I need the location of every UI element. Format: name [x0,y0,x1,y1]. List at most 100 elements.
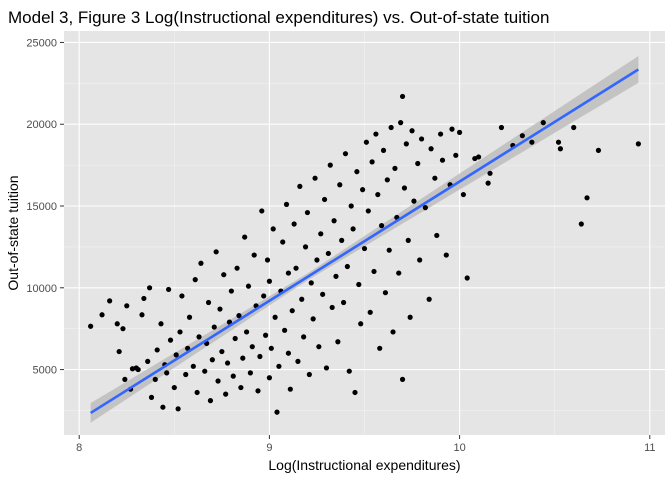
data-point [145,358,151,364]
data-point [339,237,345,243]
data-point [175,406,181,412]
data-point [245,283,252,289]
data-point [361,245,368,252]
data-point [557,146,564,152]
data-point [373,131,379,137]
data-point [325,250,331,257]
data-point [407,314,413,320]
data-point [209,357,215,363]
x-axis-ticks: 8 9 10 11 [76,435,655,454]
data-point [183,371,189,378]
data-point [356,281,362,288]
data-point [234,265,240,271]
data-point [179,293,185,299]
data-point [375,191,381,198]
data-point [295,358,301,364]
data-point [146,285,153,291]
data-point [403,141,409,147]
data-point [135,366,141,373]
data-point [635,141,641,147]
chart-title: Model 3, Figure 3 Log(Instructional expe… [8,8,549,27]
data-point [242,234,248,240]
data-point [120,326,126,332]
data-point [464,275,470,281]
data-point [310,316,316,322]
data-point [384,177,390,183]
data-point [141,295,147,302]
data-point [251,252,257,258]
data-point [190,363,196,369]
data-point [329,304,335,311]
data-point [238,384,244,391]
data-point [276,363,282,369]
data-point [272,314,278,320]
y-tick-label: 20000 [26,119,57,131]
data-point [261,293,267,299]
data-point [578,221,584,227]
data-point [434,232,440,239]
data-point [529,139,535,145]
data-point [360,187,366,193]
data-point [540,120,546,126]
data-point [460,191,466,198]
data-point [223,391,229,397]
data-point [571,124,577,131]
data-point [228,288,234,294]
data-point [297,183,303,189]
data-point [287,386,293,392]
data-point [249,344,255,350]
data-point [437,131,444,137]
data-point [266,375,273,381]
data-point [367,309,373,315]
data-point [346,368,352,374]
data-point [293,265,299,271]
data-point [411,198,417,204]
data-point [398,120,404,126]
data-point [116,348,122,355]
data-point [320,291,326,297]
data-point [388,124,394,131]
data-point [215,378,221,384]
x-tick-label: 9 [266,442,272,454]
data-point [107,298,113,304]
data-point [363,139,369,145]
data-point [173,352,179,358]
data-point [390,329,396,335]
data-point [377,345,383,351]
data-point [323,365,330,371]
data-point [282,327,288,333]
data-point [264,257,271,263]
data-point [221,272,227,278]
data-point [177,329,183,335]
data-point [194,389,200,396]
y-tick-label: 25000 [26,37,57,49]
major-gridlines [64,31,665,435]
data-point [186,314,193,320]
data-point [224,360,231,366]
data-point [337,182,343,188]
data-point [274,409,280,415]
data-point [283,201,290,207]
data-point [498,124,505,131]
data-point [167,337,174,343]
data-point [243,329,250,335]
data-point [358,321,364,327]
data-point [354,169,360,175]
data-point [124,303,130,309]
data-point [308,280,314,286]
data-point [392,165,398,171]
data-point [255,388,261,394]
data-point [263,332,269,338]
data-point [487,170,493,176]
data-point [418,136,425,142]
y-axis-ticks: 5000 10000 15000 20000 25000 [26,37,64,377]
data-point [519,133,525,139]
data-point [312,175,318,181]
data-point [426,296,432,302]
data-point [266,278,273,284]
data-point [415,160,421,167]
data-point [171,384,177,391]
data-point [371,268,377,275]
data-point [154,347,160,353]
